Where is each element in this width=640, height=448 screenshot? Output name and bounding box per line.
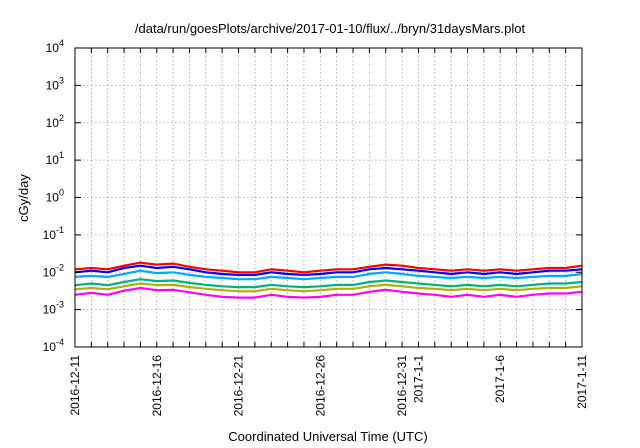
series-line-5 xyxy=(74,282,583,293)
chart-title: /data/run/goesPlots/archive/2017-01-10/f… xyxy=(135,21,526,36)
x-tick-labels: 2016-12-11 2016-12-16 2016-12-21 2016-12-26… xyxy=(68,355,589,417)
series-lines xyxy=(74,261,583,299)
x-tick-label: 2016-12-16 xyxy=(150,355,164,417)
y-tick-label: 10-3 xyxy=(43,300,64,317)
x-tick-label: 2017-1-1 xyxy=(411,355,425,403)
series-line-3 xyxy=(74,269,583,281)
series-line-2 xyxy=(74,264,583,276)
y-tick-labels: 104 103 102 101 100 10-1 10-2 10-3 10-4 xyxy=(43,38,64,354)
y-tick-label: 104 xyxy=(46,38,64,55)
y-tick-label: 102 xyxy=(46,113,64,130)
x-tick-label: 2017-1-6 xyxy=(493,355,507,403)
x-tick-label: 2016-12-31 xyxy=(395,355,409,417)
x-tick-label: 2016-12-21 xyxy=(232,355,246,417)
y-tick-label: 10-1 xyxy=(43,225,64,242)
series-line-6 xyxy=(74,286,583,299)
series-line-1 xyxy=(74,261,583,274)
x-tick-label: 2016-12-11 xyxy=(68,355,82,416)
y-tick-label: 10-4 xyxy=(43,337,64,354)
x-tick-label: 2017-1-11 xyxy=(575,355,589,409)
y-axis-title: cGy/day xyxy=(16,174,31,222)
y-tick-label: 103 xyxy=(46,75,64,92)
x-tick-label: 2016-12-26 xyxy=(313,355,327,417)
axis-ticks xyxy=(74,47,583,348)
y-tick-label: 101 xyxy=(46,150,64,167)
series-line-4 xyxy=(74,278,583,289)
y-tick-label: 10-2 xyxy=(43,262,64,279)
x-axis-title: Coordinated Universal Time (UTC) xyxy=(228,429,427,444)
grid xyxy=(75,48,582,347)
y-tick-label: 100 xyxy=(46,188,64,205)
